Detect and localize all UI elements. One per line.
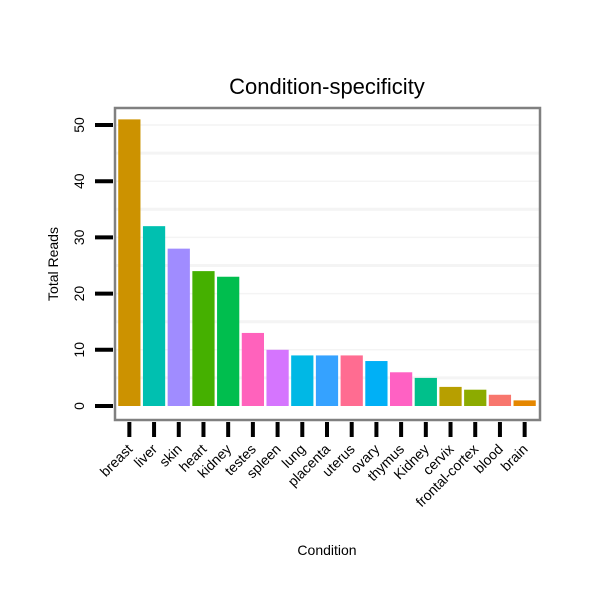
- y-axis-label: Total Reads: [45, 227, 61, 301]
- x-tick-label: brain: [497, 441, 530, 474]
- bar-skin: [167, 248, 190, 406]
- bar-spleen: [266, 349, 289, 406]
- bar-liver: [142, 226, 166, 406]
- bar-brain: [513, 400, 536, 406]
- bar-testes: [241, 332, 264, 406]
- x-tick-label: breast: [97, 441, 136, 480]
- bar-ovary: [365, 361, 388, 406]
- bar-heart: [192, 271, 215, 406]
- bar-blood: [488, 394, 512, 406]
- y-tick-label: 10: [71, 342, 87, 358]
- bar-kidney: [217, 276, 240, 406]
- plot-panel-border: [113, 106, 542, 422]
- bar-uterus: [340, 355, 363, 406]
- bar-thymus: [390, 372, 413, 406]
- bar-breast: [118, 119, 141, 406]
- x-axis-label: Condition: [297, 542, 356, 558]
- bar-lung: [291, 355, 314, 406]
- bar-cervix: [439, 386, 462, 406]
- y-tick-label: 30: [71, 229, 87, 245]
- y-tick-label: 50: [71, 117, 87, 133]
- bar-kidney: [414, 377, 437, 406]
- bar-frontal-cortex: [464, 389, 487, 406]
- y-tick-label: 40: [71, 173, 87, 189]
- y-tick-label: 0: [71, 402, 87, 410]
- chart-title: Condition-specificity: [229, 74, 425, 99]
- bar-placenta: [315, 355, 339, 406]
- x-tick-label: liver: [131, 441, 161, 471]
- y-tick-label: 20: [71, 286, 87, 302]
